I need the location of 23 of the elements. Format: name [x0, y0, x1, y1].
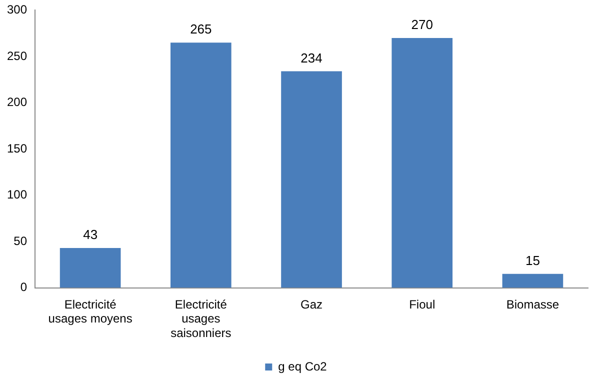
x-tick-label: Electricité usages saisonniers: [170, 297, 232, 340]
y-tick-label: 300: [6, 2, 28, 17]
y-tick-label: 100: [6, 188, 28, 202]
bar: [392, 38, 453, 288]
bar: [281, 71, 342, 288]
data-label: 43: [83, 227, 98, 242]
x-tick-label: Gaz: [300, 297, 323, 312]
x-tick-label: Fioul: [409, 297, 436, 312]
y-tick-label: 250: [6, 48, 28, 63]
bar: [170, 42, 232, 288]
y-tick-label: 150: [6, 141, 28, 156]
y-tick-label: 200: [6, 95, 28, 110]
data-label: 265: [190, 22, 212, 37]
bar: [60, 248, 121, 288]
x-tick-label: Biomasse: [506, 297, 560, 312]
legend-label: g eq Co2: [278, 359, 328, 374]
data-label: 15: [525, 253, 540, 268]
bar: [502, 274, 564, 288]
data-label: 234: [300, 50, 322, 66]
y-tick-label: 0: [20, 280, 28, 294]
x-tick-label: Electricité usages moyens: [48, 297, 132, 326]
y-tick-label: 50: [14, 234, 28, 248]
data-label: 270: [411, 17, 433, 32]
